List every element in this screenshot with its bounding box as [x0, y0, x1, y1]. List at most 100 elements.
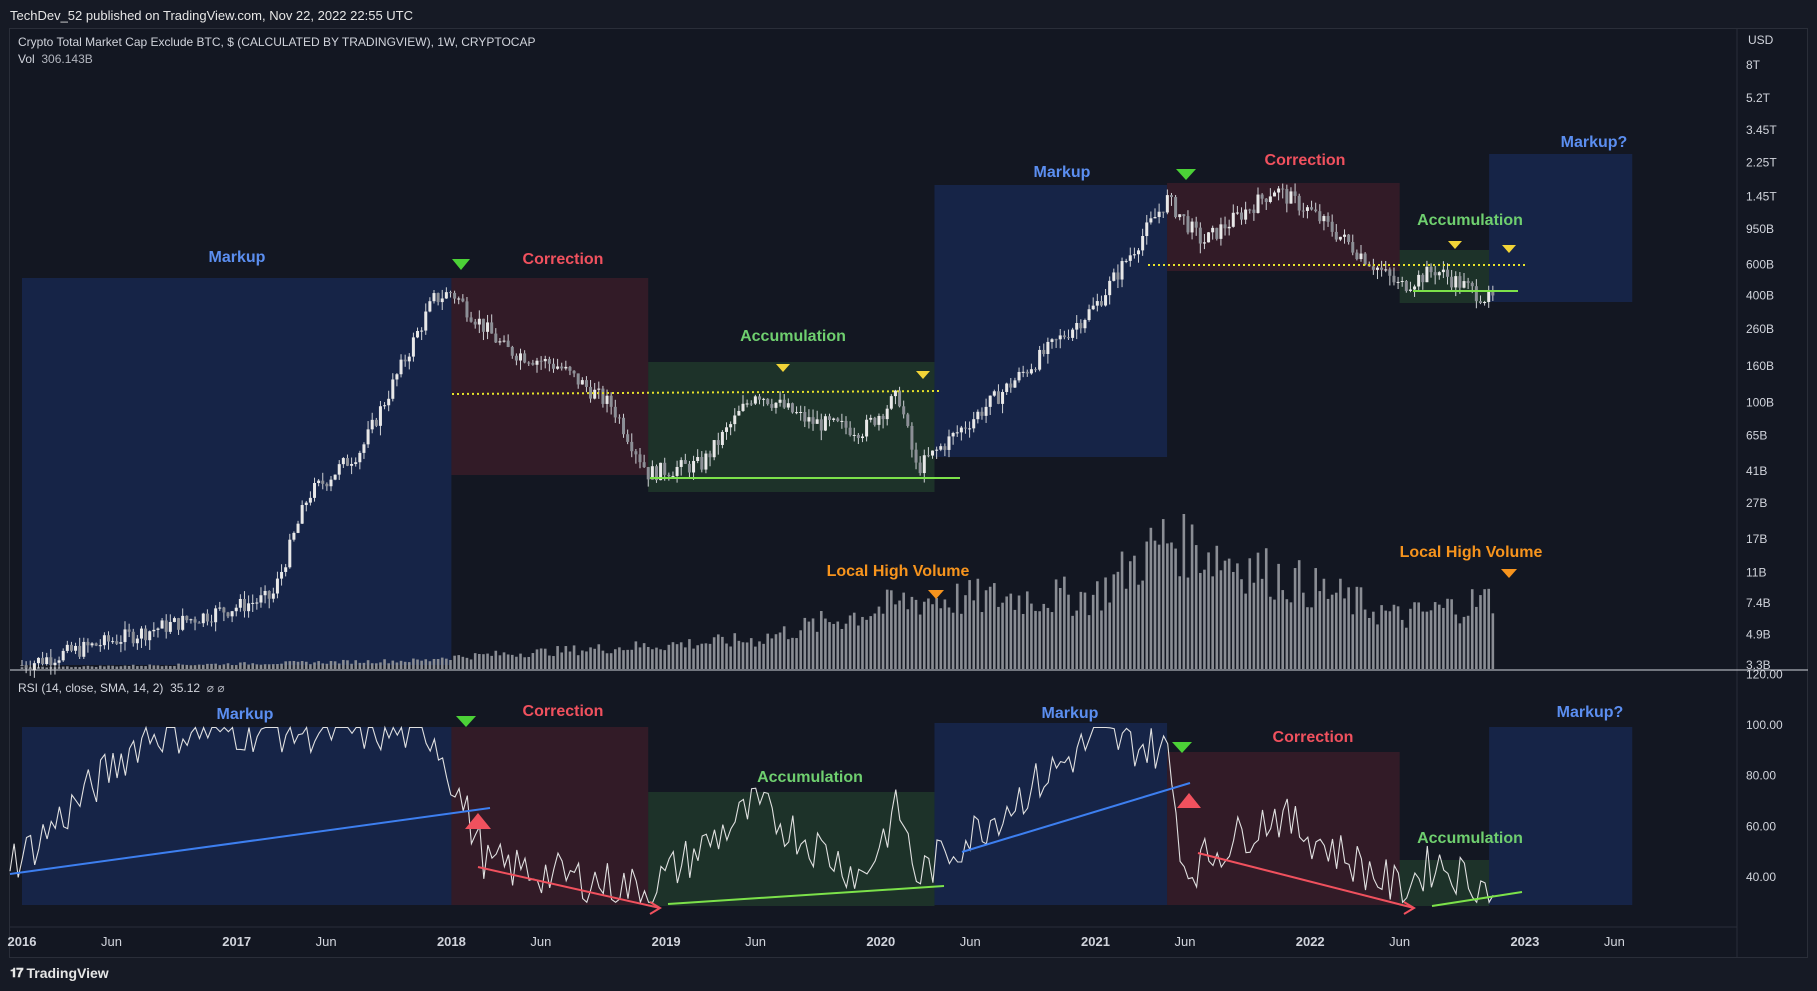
price-tick-label: 400B: [1746, 289, 1774, 303]
candle-body: [667, 474, 671, 477]
volume-bar: [70, 667, 73, 669]
volume-bar: [37, 667, 40, 669]
volume-bar: [395, 662, 399, 669]
volume-bar: [263, 664, 267, 669]
volume-bar: [1400, 619, 1404, 669]
candle-body: [704, 453, 708, 470]
candle-body: [201, 613, 205, 624]
candle-body: [378, 406, 382, 426]
volume-bar: [1112, 574, 1116, 669]
candle-body: [1021, 371, 1025, 373]
candle-body: [498, 341, 502, 343]
candle-body: [683, 460, 687, 464]
volume-bar: [1240, 579, 1243, 669]
candle-body: [36, 657, 40, 664]
chart-frame[interactable]: [9, 28, 1808, 958]
candle-body: [1178, 214, 1182, 218]
candle-body: [832, 418, 836, 420]
label-markup-1: Markup: [209, 249, 266, 266]
volume-bar: [469, 659, 473, 669]
volume-bar: [210, 663, 213, 669]
volume-bar: [111, 665, 114, 669]
candle-body: [1112, 272, 1116, 281]
candle-body: [102, 635, 106, 646]
phase-zones-main: [22, 154, 1633, 665]
candle-body: [1314, 209, 1318, 212]
volume-bar: [721, 636, 724, 669]
tradingview-brand[interactable]: 𝟏𝟕 TradingView: [10, 965, 109, 981]
candle-body: [354, 462, 358, 464]
rsi-trendline-accumulation-1: [667, 885, 945, 905]
volume-bar: [1166, 543, 1169, 669]
time-tick-label: Jun: [316, 934, 337, 949]
price-axis[interactable]: 8T 5.2T 3.45T 2.25T 1.45T 950B 600B 400B 260B 160…: [1746, 58, 1777, 672]
candle-body: [1363, 253, 1367, 265]
volume-bar: [531, 653, 535, 669]
candle-body: [1466, 281, 1470, 283]
volume-bar: [156, 665, 160, 669]
volume-bar: [873, 613, 877, 669]
volume-bar: [1194, 545, 1198, 669]
volume-bar: [214, 663, 217, 669]
volume-bar: [795, 638, 798, 669]
volume-bar: [1417, 602, 1420, 669]
volume-bar: [922, 601, 926, 669]
time-axis[interactable]: 2016 Jun 2017 Jun 2018 Jun 2019 Jun 2020 Jun 2021 J…: [8, 934, 1625, 949]
candle-body: [910, 425, 914, 450]
volume-bar: [1339, 578, 1342, 669]
candle-body: [1252, 209, 1256, 213]
volume-bar: [535, 649, 539, 669]
candle-body: [210, 621, 214, 623]
candle-body: [1437, 272, 1441, 276]
volume-bar: [428, 661, 432, 669]
arrowhead-icon: [1403, 901, 1416, 915]
volume-bar: [1302, 592, 1305, 669]
volume-bar: [552, 656, 555, 669]
candle-body: [939, 446, 943, 450]
candle-body: [650, 466, 654, 480]
candle-body: [1198, 227, 1202, 244]
candle-body: [1318, 211, 1322, 222]
candle-body: [1396, 281, 1400, 283]
volume-bar: [1466, 615, 1470, 669]
candle-body: [692, 460, 696, 473]
candle-body: [609, 395, 613, 407]
rsi-axis[interactable]: 120.00 100.00 80.00 60.00 40.00: [1746, 667, 1783, 884]
volume-bar: [787, 639, 790, 669]
candle-body: [968, 428, 972, 430]
volume-bar: [824, 618, 827, 669]
candle-body: [568, 366, 572, 371]
volume-bar: [1343, 598, 1346, 669]
volume-bar: [857, 625, 860, 669]
candle-body: [572, 370, 576, 374]
volume-bar: [247, 664, 250, 669]
volume-bar: [284, 661, 287, 669]
candle-body: [32, 663, 36, 671]
volume-bar: [560, 652, 564, 669]
volume-bar: [45, 667, 49, 669]
candle-body: [411, 337, 415, 357]
rsi-legend[interactable]: RSI (14, close, SMA, 14, 2) 35.12 ⌀ ⌀: [18, 681, 225, 695]
volume-bar: [1289, 602, 1293, 669]
volume-bar: [445, 658, 448, 669]
volume-bar: [1050, 612, 1054, 669]
candle-body: [996, 391, 1000, 404]
volume-bar: [910, 596, 914, 669]
time-tick-label: 2017: [222, 934, 251, 949]
candle-body: [918, 462, 922, 474]
candle-body: [906, 414, 910, 426]
volume-bar: [655, 647, 658, 669]
volume-bar: [144, 666, 147, 669]
candle-body: [1046, 341, 1050, 354]
candle-body: [523, 353, 527, 363]
volume-bar: [679, 642, 683, 669]
symbol-legend[interactable]: Crypto Total Market Cap Exclude BTC, $ (…: [18, 35, 535, 66]
rsi-phase-zone-accumulation: [1399, 860, 1490, 906]
candle-body: [626, 434, 630, 442]
candle-body: [564, 366, 568, 369]
candle-body: [1235, 212, 1239, 214]
price-tick-label: 11B: [1746, 565, 1766, 579]
volume-bar: [799, 630, 802, 669]
candle-body: [1137, 250, 1141, 255]
